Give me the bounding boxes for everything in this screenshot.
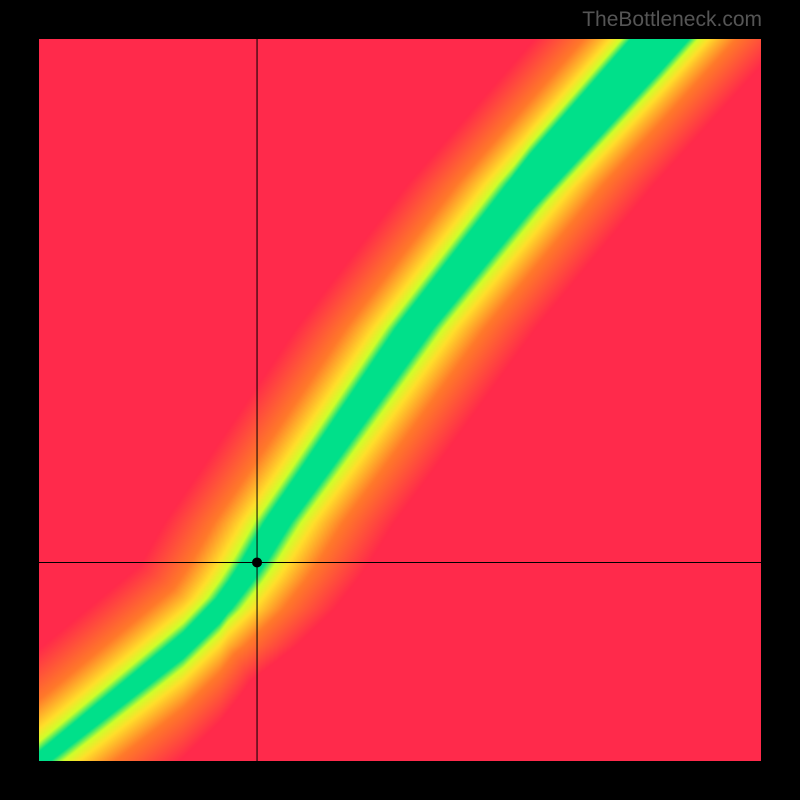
heatmap-canvas [39, 39, 761, 761]
watermark-text: TheBottleneck.com [582, 8, 762, 32]
bottleneck-heatmap [39, 39, 761, 761]
